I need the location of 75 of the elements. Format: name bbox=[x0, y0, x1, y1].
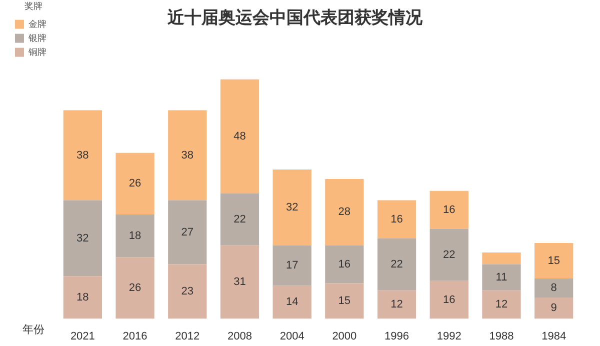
x-tick-label: 2021 bbox=[70, 330, 95, 342]
data-label: 11 bbox=[496, 271, 508, 284]
data-label: 14 bbox=[286, 296, 298, 308]
data-label: 12 bbox=[390, 298, 403, 311]
bar bbox=[325, 245, 364, 284]
data-label: 26 bbox=[128, 282, 142, 294]
data-label: 16 bbox=[443, 204, 456, 216]
data-label: 16 bbox=[443, 294, 456, 306]
x-tick-label: 1988 bbox=[489, 330, 514, 342]
data-label: 26 bbox=[128, 178, 142, 190]
bar bbox=[272, 245, 312, 286]
x-tick-label: 2016 bbox=[122, 330, 148, 342]
legend-label: 金牌 bbox=[28, 18, 46, 29]
bar bbox=[325, 283, 364, 319]
legend-title: 奖牌 bbox=[24, 0, 42, 11]
bar bbox=[272, 286, 312, 319]
bar bbox=[430, 190, 468, 229]
data-label: 12 bbox=[495, 298, 508, 311]
data-label: 16 bbox=[390, 213, 403, 226]
bar bbox=[482, 264, 521, 290]
bar bbox=[63, 200, 102, 276]
x-tick-label: 2012 bbox=[175, 330, 200, 342]
bar bbox=[272, 169, 312, 246]
data-label: 38 bbox=[76, 149, 89, 162]
x-tick-label: 1984 bbox=[542, 330, 566, 342]
data-label: 31 bbox=[234, 276, 246, 288]
bar bbox=[534, 242, 574, 279]
bar bbox=[63, 110, 102, 200]
x-tick-label: 1996 bbox=[384, 330, 410, 342]
data-label: 38 bbox=[181, 149, 194, 162]
bar bbox=[116, 214, 154, 258]
bar bbox=[220, 193, 260, 246]
bar bbox=[377, 200, 416, 238]
data-label: 17 bbox=[286, 260, 298, 272]
data-label: 32 bbox=[286, 201, 298, 214]
data-label: 15 bbox=[548, 254, 560, 267]
bar bbox=[63, 276, 102, 319]
data-label: 9 bbox=[550, 302, 557, 314]
x-tick-label: 2000 bbox=[332, 330, 357, 342]
bar bbox=[534, 297, 574, 319]
bar bbox=[116, 152, 154, 215]
bar bbox=[220, 245, 260, 319]
data-label: 27 bbox=[181, 226, 194, 238]
bar bbox=[482, 290, 521, 319]
bar bbox=[116, 257, 154, 319]
data-label: 23 bbox=[181, 286, 194, 298]
x-tick-label: 2008 bbox=[227, 330, 252, 342]
bar bbox=[377, 290, 416, 319]
data-label: 28 bbox=[338, 206, 351, 218]
x-tick-label: 1992 bbox=[436, 330, 462, 342]
data-label: 18 bbox=[76, 292, 89, 304]
bar bbox=[168, 110, 207, 200]
bar bbox=[482, 252, 521, 264]
data-label: 22 bbox=[443, 248, 456, 261]
bar bbox=[430, 280, 468, 319]
data-label: 8 bbox=[550, 282, 557, 294]
data-label: 18 bbox=[128, 230, 142, 242]
data-label: 22 bbox=[390, 258, 403, 270]
x-tick-label: 2004 bbox=[280, 330, 304, 342]
bar bbox=[168, 264, 207, 319]
bar bbox=[377, 238, 416, 290]
bar bbox=[325, 178, 364, 246]
legend-label: 银牌 bbox=[28, 32, 46, 43]
bar bbox=[430, 228, 468, 281]
legend-label: 铜牌 bbox=[28, 46, 46, 57]
data-label: 16 bbox=[338, 258, 351, 270]
chart-title: 近十届奥运会中国代表团获奖情况 bbox=[166, 8, 424, 27]
data-label: 15 bbox=[338, 295, 351, 308]
data-label: 32 bbox=[76, 232, 89, 244]
bar bbox=[534, 278, 574, 298]
x-axis-title: 年份 bbox=[22, 324, 44, 336]
bar bbox=[220, 79, 260, 194]
data-label: 22 bbox=[234, 213, 246, 226]
bar bbox=[168, 200, 207, 264]
data-label: 48 bbox=[234, 130, 246, 142]
